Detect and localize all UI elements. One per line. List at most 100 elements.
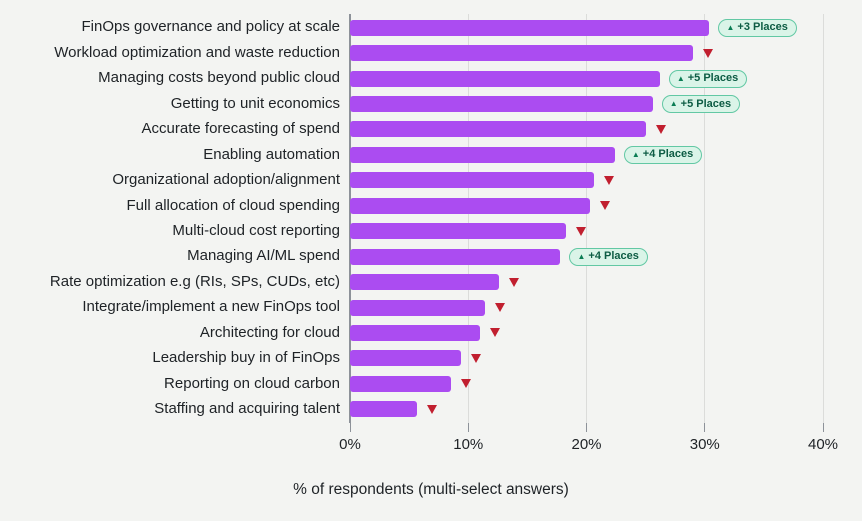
x-axis-tick-30% <box>704 423 706 432</box>
rank-up-label: +5 Places <box>687 72 739 85</box>
down-arrow-icon <box>702 48 713 58</box>
x-tick-label-20%: 20% <box>571 436 602 453</box>
bar-row: Getting to unit economics ▲ +5 Places <box>0 91 828 116</box>
bar <box>350 121 646 138</box>
down-arrow-icon <box>494 303 505 313</box>
down-arrow-icon <box>471 353 482 363</box>
bar-track: ▲ +5 Places <box>350 66 828 91</box>
rank-up-label: +5 Places <box>680 97 732 110</box>
bar <box>350 197 591 214</box>
up-arrow-icon: ▲ <box>577 251 586 261</box>
bar-row: Workload optimization and waste reductio… <box>0 40 828 65</box>
x-tick-label-40%: 40% <box>807 436 839 453</box>
bar-row: Full allocation of cloud spending <box>0 193 828 218</box>
down-arrow-icon <box>655 124 666 134</box>
gridline-40% <box>822 14 824 423</box>
bar-row: Enabling automation ▲ +4 Places <box>0 142 828 167</box>
bar-row: Organizational adoption/alignment <box>0 168 828 193</box>
category-label: Rate optimization e.g (RIs, SPs, CUDs, e… <box>49 272 340 290</box>
bar-track <box>350 40 828 65</box>
category-label: Managing AI/ML spend <box>187 247 340 265</box>
category-label: Workload optimization and waste reductio… <box>54 43 340 61</box>
category-label: Full allocation of cloud spending <box>126 196 340 214</box>
rank-up-badge: ▲ +3 Places <box>718 18 797 37</box>
bar <box>350 324 481 341</box>
bar-row: Rate optimization e.g (RIs, SPs, CUDs, e… <box>0 269 828 294</box>
x-axis-tick-0% <box>349 423 351 432</box>
bar-track <box>350 320 828 345</box>
bar-row: Leadership buy in of FinOps <box>0 346 828 371</box>
bar-track: ▲ +4 Places <box>350 142 828 167</box>
up-arrow-icon: ▲ <box>631 149 640 159</box>
rank-up-label: +4 Places <box>588 250 639 263</box>
bar-track <box>350 193 828 218</box>
category-label: Staffing and acquiring talent <box>154 400 340 418</box>
rank-up-badge: ▲ +4 Places <box>569 247 648 266</box>
gridline-30% <box>704 14 706 423</box>
bar-row: Managing AI/ML spend ▲ +4 Places <box>0 244 828 269</box>
gridline-20% <box>586 14 587 423</box>
category-label: Leadership buy in of FinOps <box>152 349 340 367</box>
up-arrow-icon: ▲ <box>676 73 685 83</box>
x-tick-label-10%: 10% <box>453 436 484 453</box>
bar-row: Multi-cloud cost reporting <box>0 219 828 244</box>
bar-track <box>350 371 828 396</box>
bar-track <box>350 219 828 244</box>
bar <box>350 274 499 291</box>
down-arrow-icon <box>600 201 611 211</box>
category-label: Organizational adoption/alignment <box>112 171 340 189</box>
x-tick-label-30%: 30% <box>689 436 720 453</box>
bar <box>350 350 462 367</box>
gridline-10% <box>467 14 469 423</box>
category-label: Managing costs beyond public cloud <box>98 69 340 87</box>
bar-row: Staffing and acquiring talent <box>0 397 828 422</box>
bar <box>350 223 567 240</box>
down-arrow-icon <box>427 404 438 414</box>
bar-row: Managing costs beyond public cloud ▲ +5 Pl… <box>0 66 828 91</box>
bar <box>350 96 653 113</box>
bar-row: Accurate forecasting of spend <box>0 117 828 142</box>
rank-up-badge: ▲ +5 Places <box>661 95 741 114</box>
bar <box>350 19 710 36</box>
up-arrow-icon: ▲ <box>726 22 735 32</box>
bar-track: ▲ +5 Places <box>350 91 828 116</box>
category-label: Reporting on cloud carbon <box>164 374 340 392</box>
x-axis-tick-10% <box>467 423 469 432</box>
bar <box>350 401 418 418</box>
bar-track <box>350 269 828 294</box>
x-tick-label-0%: 0% <box>339 436 361 453</box>
category-label: Enabling automation <box>203 145 340 163</box>
up-arrow-icon: ▲ <box>669 99 678 109</box>
bar-track <box>350 295 828 320</box>
bar-rows: FinOps governance and policy at scale ▲ +3… <box>0 15 828 422</box>
category-label: Architecting for cloud <box>199 323 340 341</box>
bar-track <box>350 117 828 142</box>
bar <box>350 299 485 316</box>
bar-row: FinOps governance and policy at scale ▲ +3… <box>0 15 828 40</box>
x-axis-tick-40% <box>822 423 824 432</box>
bar-row: Integrate/implement a new FinOps tool <box>0 295 828 320</box>
bar <box>350 146 615 163</box>
category-label: Integrate/implement a new FinOps tool <box>82 298 340 316</box>
bar-track <box>350 346 828 371</box>
rank-up-label: +4 Places <box>642 148 694 161</box>
bar <box>350 70 660 87</box>
category-label: Multi-cloud cost reporting <box>172 221 340 239</box>
x-axis-tick-20% <box>586 423 587 432</box>
bar-track <box>350 168 828 193</box>
bar-track <box>350 397 828 422</box>
bar-track: ▲ +4 Places <box>350 244 828 269</box>
y-axis-line <box>348 14 351 423</box>
category-label: FinOps governance and policy at scale <box>81 18 340 36</box>
x-axis-title: % of respondents (multi-select answers) <box>293 481 569 498</box>
rank-up-label: +3 Places <box>737 21 788 34</box>
bar-row: Architecting for cloud <box>0 320 828 345</box>
rank-up-badge: ▲ +5 Places <box>668 69 748 88</box>
bar <box>350 375 451 392</box>
category-label: Getting to unit economics <box>170 94 340 112</box>
bar-track: ▲ +3 Places <box>350 15 828 40</box>
down-arrow-icon <box>490 328 501 338</box>
down-arrow-icon <box>508 277 519 287</box>
